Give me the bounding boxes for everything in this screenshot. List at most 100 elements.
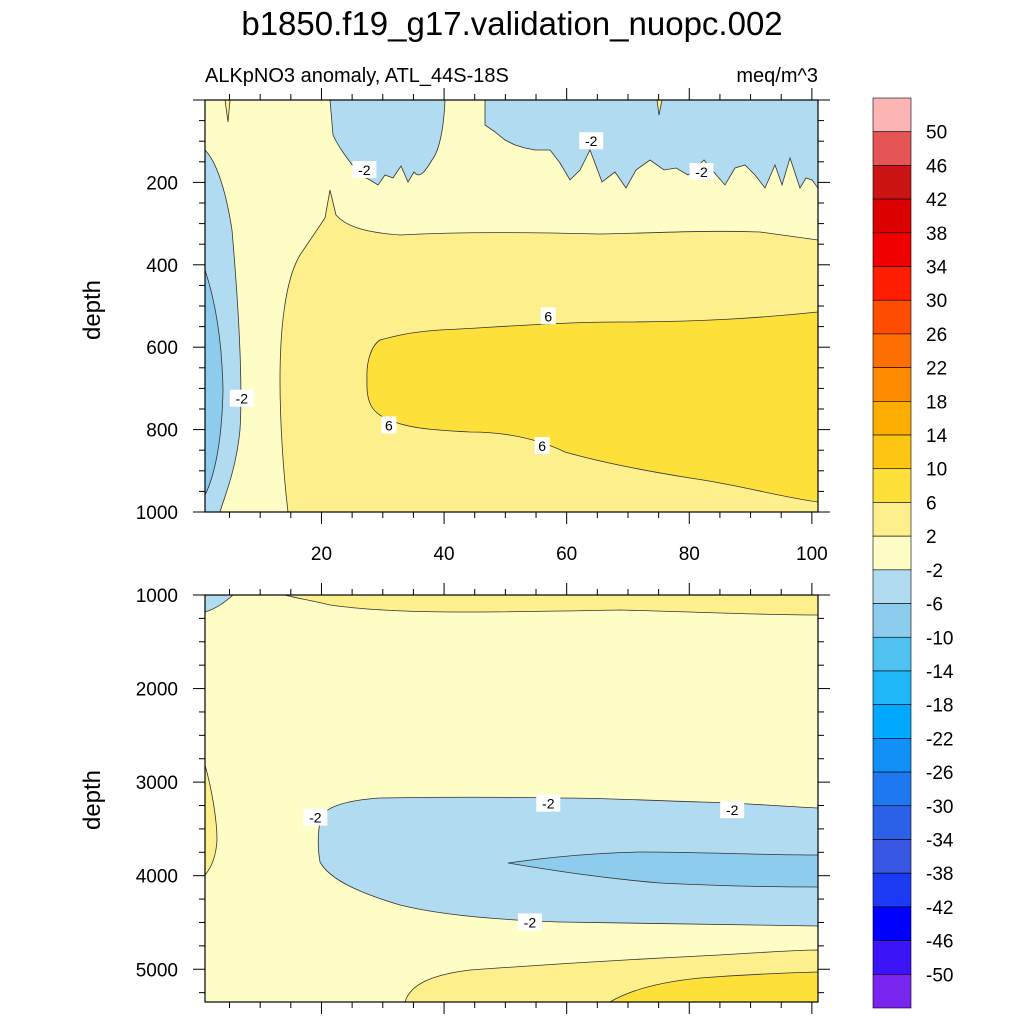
colorbar-swatch (872, 603, 912, 638)
colorbar-label: -50 (926, 965, 953, 986)
upper-contour-label: -2 (689, 163, 714, 181)
upper-contour-label: 6 (540, 307, 556, 325)
svg-text:-2: -2 (695, 164, 708, 180)
colorbar-swatch (872, 973, 912, 1009)
svg-text:-2: -2 (726, 802, 739, 818)
colorbar-label: 14 (926, 426, 948, 447)
lower-panel-frame (204, 594, 819, 1003)
lower-region-pos6-bottom (609, 971, 818, 1002)
colorbar-label: -6 (926, 595, 943, 616)
colorbar-label: 18 (926, 392, 947, 413)
colorbar-label: -46 (926, 932, 953, 953)
upper-panel-fill (205, 100, 818, 512)
lower-region-neg6-core (507, 851, 818, 888)
upper-x-tick-label: 20 (311, 544, 332, 565)
colorbar-swatch (872, 97, 912, 133)
colorbar-label: -34 (926, 830, 954, 851)
colorbar-swatch (872, 906, 912, 941)
colorbar-label: -38 (926, 864, 953, 885)
upper-region-neg-right (484, 100, 818, 189)
svg-text:-2: -2 (358, 162, 371, 178)
upper-x-tick-label: 40 (433, 544, 454, 565)
svg-text:-2: -2 (309, 810, 322, 826)
lower-y-tick-label: 5000 (136, 960, 178, 981)
colorbar-swatch (872, 771, 912, 807)
svg-text:-2: -2 (542, 796, 555, 812)
lower-contour-label: -2 (517, 913, 542, 931)
colorbar-swatch (872, 266, 912, 301)
upper-y-axis-label: depth (79, 280, 106, 340)
colorbar-label: 22 (926, 359, 947, 380)
lower-axes-ticks (193, 583, 830, 1014)
upper-contour-label: -2 (352, 161, 377, 179)
upper-x-tick-label: 80 (679, 544, 700, 565)
colorbar-label: -22 (926, 729, 953, 750)
lower-contour-label: -2 (303, 808, 328, 826)
colorbar-label: -18 (926, 696, 953, 717)
colorbar-swatch (872, 333, 912, 368)
colorbar-swatch (872, 738, 912, 773)
colorbar-label: -2 (926, 561, 943, 582)
svg-text:6: 6 (544, 308, 552, 324)
svg-text:6: 6 (385, 417, 393, 433)
colorbar-swatch (872, 636, 912, 672)
lower-contour-label: -2 (536, 794, 561, 812)
colorbar-swatch (872, 401, 912, 436)
svg-text:-2: -2 (585, 133, 598, 149)
lower-region-pos-west (205, 764, 218, 876)
colorbar-swatch (872, 502, 912, 537)
upper-y-tick-label: 800 (146, 421, 178, 442)
colorbar-swatch (872, 434, 912, 470)
colorbar-swatch (872, 131, 912, 166)
colorbar-label: 50 (926, 123, 947, 144)
colorbar-swatch (872, 872, 912, 908)
colorbar-swatch (872, 805, 912, 840)
upper-contour-label: -2 (579, 132, 604, 150)
lower-y-tick-label: 3000 (136, 773, 178, 794)
lower-region-pos-top (284, 595, 818, 616)
colorbar-swatch (872, 232, 912, 267)
lower-y-tick-label: 4000 (136, 867, 178, 888)
colorbar-swatch (872, 535, 912, 571)
panel-subtitle-right: meq/m^3 (736, 65, 818, 87)
upper-contour-label: 6 (534, 437, 550, 455)
colorbar-label: 42 (926, 190, 947, 211)
upper-y-tick-label: 1000 (136, 503, 178, 524)
lower-y-tick-label: 1000 (136, 586, 178, 607)
colorbar-label: 30 (926, 291, 947, 312)
lower-y-axis-label: depth (79, 770, 106, 830)
upper-y-tick-label: 400 (146, 256, 178, 277)
colorbar-label: 46 (926, 156, 947, 177)
upper-y-tick-label: 600 (146, 338, 178, 359)
upper-contour-labels: 20 40 60 80 100 200 400 600 800 1000 -2 -2 -2 6 -2 6 6 (136, 132, 828, 565)
colorbar-swatch (872, 468, 912, 503)
colorbar-label: 2 (926, 527, 937, 548)
svg-text:-2: -2 (236, 391, 249, 407)
upper-x-tick-label: 100 (796, 544, 828, 565)
upper-panel-contour-plot: 20 40 60 80 100 200 400 600 800 1000 -2 -2 -2 6 -2 6 6 d… (79, 88, 830, 565)
upper-region-neg6-west (205, 269, 224, 496)
colorbar-label: 34 (926, 258, 948, 279)
colorbar-label: -26 (926, 763, 953, 784)
colorbar-label: -30 (926, 797, 953, 818)
colorbar-label: 26 (926, 325, 947, 346)
colorbar-label: 10 (926, 460, 947, 481)
panel-subtitle-left: ALKpNO3 anomaly, ATL_44S-18S (205, 65, 509, 87)
colorbar-swatch (872, 198, 912, 234)
svg-text:6: 6 (538, 438, 546, 454)
colorbar-swatch (872, 165, 912, 200)
colorbar-swatch (872, 839, 912, 874)
colorbar-swatch (872, 670, 912, 705)
upper-axes-ticks (193, 88, 830, 524)
colorbar-legend: 50 46 42 38 34 30 26 22 18 14 10 6 2 -2 -6 -10 -14 -18 -22… (872, 97, 954, 1009)
colorbar-swatch (872, 569, 912, 604)
lower-y-tick-label: 2000 (136, 680, 178, 701)
upper-x-tick-label: 60 (556, 544, 577, 565)
svg-text:-2: -2 (524, 914, 537, 930)
colorbar-label: -14 (926, 662, 954, 683)
colorbar-label: 38 (926, 224, 947, 245)
colorbar-swatch (872, 299, 912, 335)
figure-title: b1850.f19_g17.validation_nuopc.002 (241, 5, 782, 42)
lower-panel-fill (205, 595, 818, 1002)
upper-y-tick-label: 200 (146, 173, 178, 194)
